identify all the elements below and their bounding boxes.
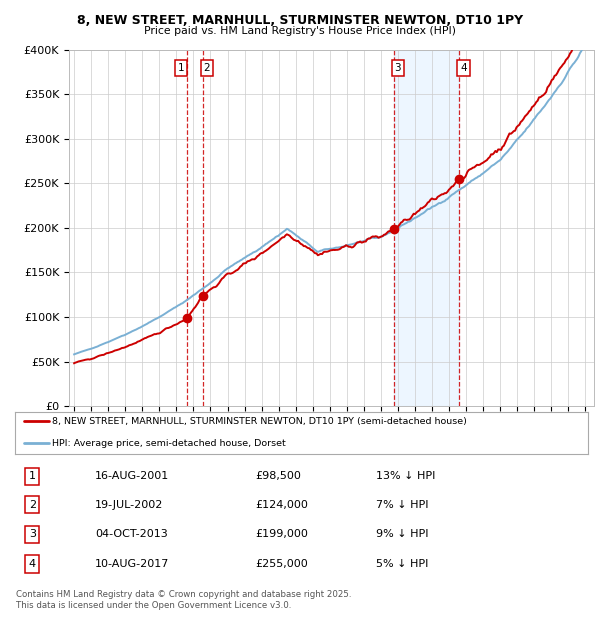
- Text: 1: 1: [178, 63, 184, 73]
- Text: 8, NEW STREET, MARNHULL, STURMINSTER NEWTON, DT10 1PY: 8, NEW STREET, MARNHULL, STURMINSTER NEW…: [77, 14, 523, 27]
- Text: 4: 4: [460, 63, 467, 73]
- Text: Price paid vs. HM Land Registry's House Price Index (HPI): Price paid vs. HM Land Registry's House …: [144, 26, 456, 36]
- Text: HPI: Average price, semi-detached house, Dorset: HPI: Average price, semi-detached house,…: [52, 439, 286, 448]
- Text: 16-AUG-2001: 16-AUG-2001: [95, 471, 169, 481]
- Text: 7% ↓ HPI: 7% ↓ HPI: [376, 500, 428, 510]
- Text: 5% ↓ HPI: 5% ↓ HPI: [376, 559, 428, 569]
- Text: £124,000: £124,000: [256, 500, 308, 510]
- Text: Contains HM Land Registry data © Crown copyright and database right 2025.
This d: Contains HM Land Registry data © Crown c…: [16, 590, 352, 609]
- Text: 04-OCT-2013: 04-OCT-2013: [95, 529, 168, 539]
- Text: 2: 2: [203, 63, 210, 73]
- Text: 3: 3: [395, 63, 401, 73]
- Text: 8, NEW STREET, MARNHULL, STURMINSTER NEWTON, DT10 1PY (semi-detached house): 8, NEW STREET, MARNHULL, STURMINSTER NEW…: [52, 417, 467, 426]
- Text: 3: 3: [29, 529, 35, 539]
- Text: 19-JUL-2002: 19-JUL-2002: [95, 500, 164, 510]
- Text: £255,000: £255,000: [256, 559, 308, 569]
- Text: 1: 1: [29, 471, 35, 481]
- Text: 4: 4: [29, 559, 36, 569]
- Text: 13% ↓ HPI: 13% ↓ HPI: [376, 471, 436, 481]
- Text: 2: 2: [29, 500, 36, 510]
- Text: £199,000: £199,000: [256, 529, 308, 539]
- Text: £98,500: £98,500: [256, 471, 302, 481]
- Bar: [394, 50, 460, 406]
- Text: 9% ↓ HPI: 9% ↓ HPI: [376, 529, 428, 539]
- Text: 10-AUG-2017: 10-AUG-2017: [95, 559, 170, 569]
